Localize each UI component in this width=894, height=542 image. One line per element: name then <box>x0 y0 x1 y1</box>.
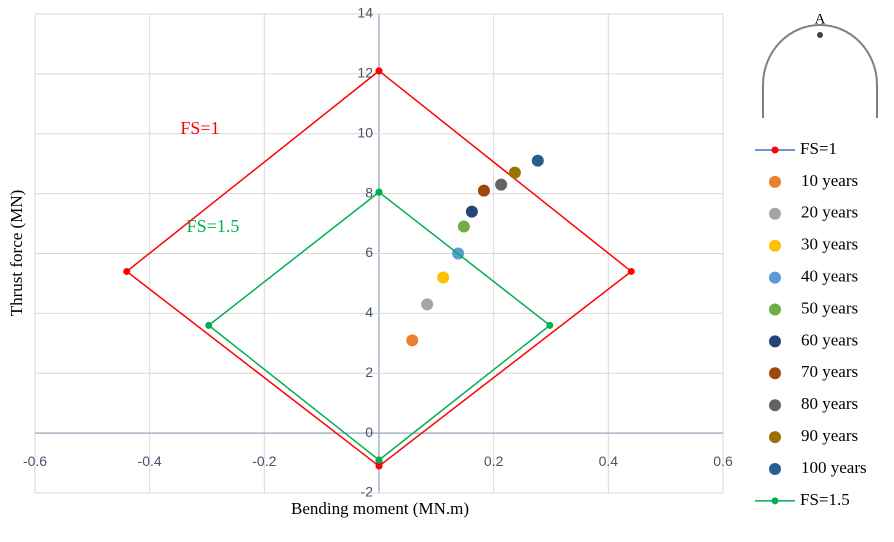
line-marker <box>376 457 383 464</box>
legend-marker <box>769 463 781 475</box>
point-a <box>817 32 823 38</box>
line-marker <box>376 463 383 470</box>
legend-marker <box>769 240 781 252</box>
legend-label: FS=1 <box>800 139 837 158</box>
inset-label: A <box>815 11 826 27</box>
y-tick-label: 4 <box>365 304 373 320</box>
annotation: FS=1.5 <box>187 216 240 236</box>
x-tick-label: 0.4 <box>599 453 619 469</box>
legend-label: 70 years <box>801 362 858 381</box>
legend-label: FS=1.5 <box>800 490 850 509</box>
legend-label: 60 years <box>801 330 858 349</box>
point <box>466 206 478 218</box>
x-tick-label: 0.6 <box>713 453 733 469</box>
point <box>458 221 470 233</box>
y-tick-label: 2 <box>365 364 373 380</box>
point <box>509 167 521 179</box>
tunnel-outline <box>763 25 877 118</box>
legend-marker <box>772 147 779 154</box>
point <box>495 179 507 191</box>
legend-label: 100 years <box>801 458 867 477</box>
x-tick-label: 0.2 <box>484 453 504 469</box>
y-tick-label: 10 <box>357 124 373 140</box>
x-tick-label: -0.6 <box>23 453 47 469</box>
legend-label: 90 years <box>801 426 858 445</box>
point <box>478 185 490 197</box>
legend-marker <box>769 367 781 379</box>
legend-label: 50 years <box>801 298 858 317</box>
y-tick-label: -2 <box>361 484 374 500</box>
point <box>406 334 418 346</box>
line-marker <box>123 268 130 275</box>
y-tick-label: 0 <box>365 424 373 440</box>
point <box>437 271 449 283</box>
line-marker <box>628 268 635 275</box>
legend-label: 80 years <box>801 394 858 413</box>
y-axis-title: Thrust force (MN) <box>7 190 26 317</box>
legend-label: 40 years <box>801 267 858 286</box>
legend-marker <box>772 497 779 504</box>
point <box>421 298 433 310</box>
legend-marker <box>769 304 781 316</box>
line-marker <box>376 67 383 74</box>
legend-marker <box>769 399 781 411</box>
x-tick-label: -0.4 <box>138 453 162 469</box>
legend-label: 10 years <box>801 171 858 190</box>
y-tick-label: 14 <box>357 5 373 21</box>
y-tick-label: 6 <box>365 244 373 260</box>
point <box>532 155 544 167</box>
legend-marker <box>769 431 781 443</box>
legend-label: 30 years <box>801 235 858 254</box>
line-marker <box>376 189 383 196</box>
x-axis-title: Bending moment (MN.m) <box>291 499 469 518</box>
legend-marker <box>769 176 781 188</box>
legend-marker <box>769 272 781 284</box>
annotation: FS=1 <box>180 118 219 138</box>
legend-marker <box>769 335 781 347</box>
legend-marker <box>769 208 781 220</box>
line-marker <box>205 322 212 329</box>
x-tick-label: -0.2 <box>252 453 276 469</box>
chart: Bending moment (MN.m) Thrust force (MN) … <box>0 0 894 542</box>
inset-diagram: A <box>763 11 877 118</box>
line-marker <box>546 322 553 329</box>
legend-label: 20 years <box>801 203 858 222</box>
